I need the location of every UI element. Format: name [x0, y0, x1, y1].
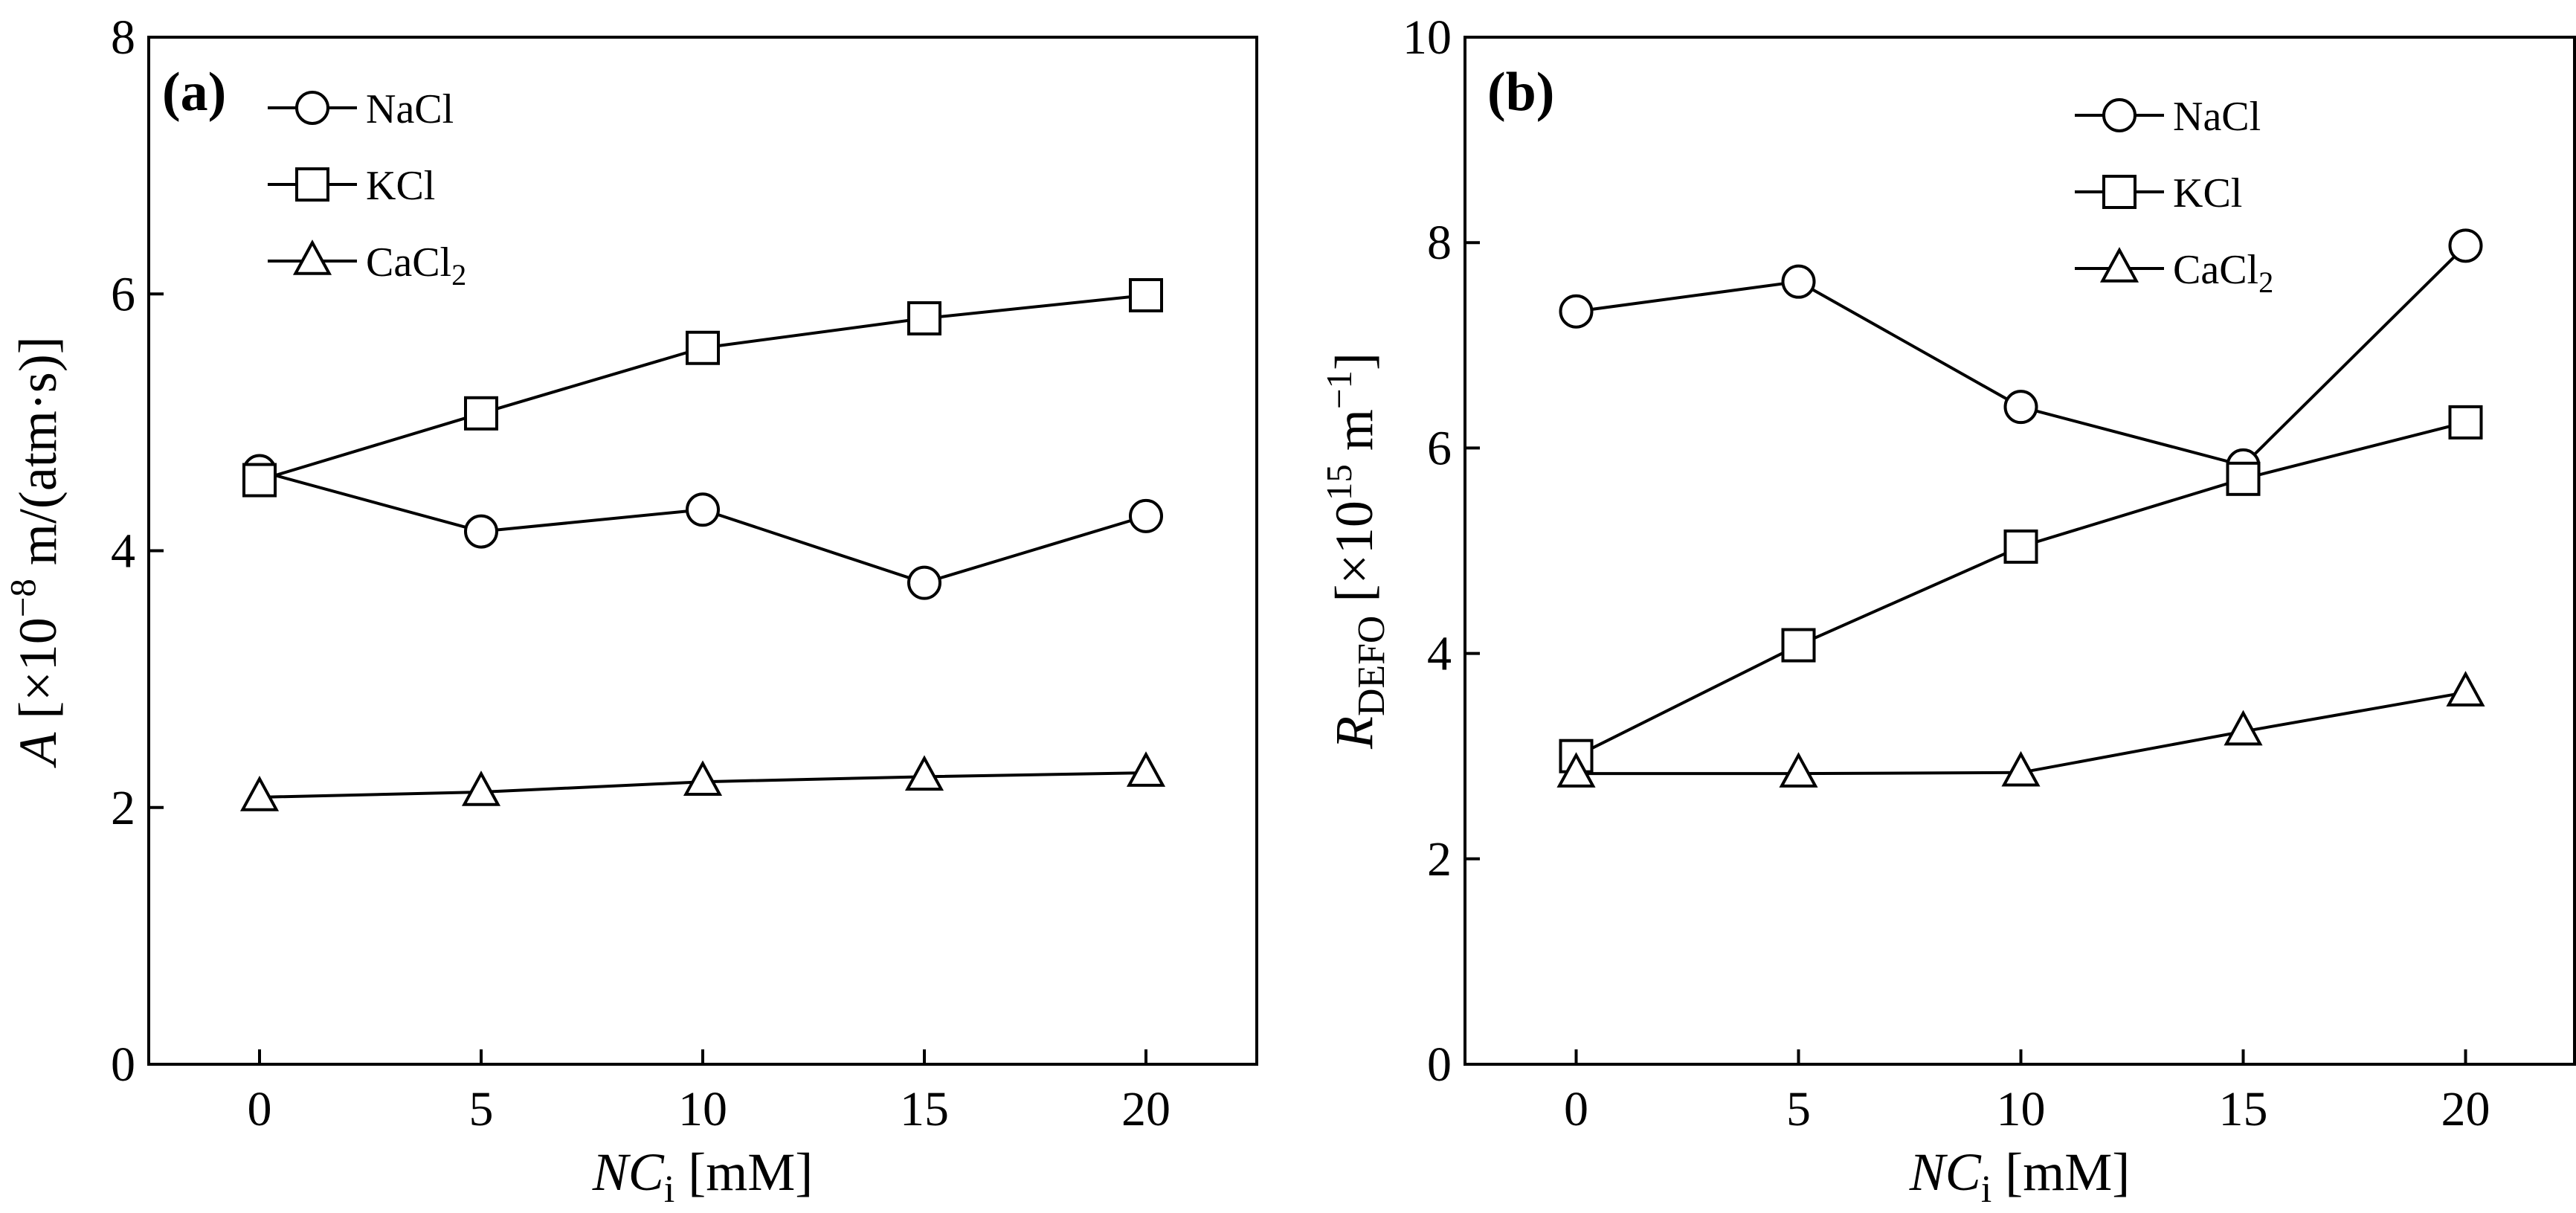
x-tick-label: 15 [2219, 1082, 2268, 1136]
data-point-square [2226, 461, 2261, 496]
x-tick-label: 15 [900, 1082, 949, 1136]
y-tick-label: 8 [1427, 216, 1452, 270]
data-point-square [686, 330, 720, 365]
x-tick-label: 20 [2441, 1082, 2490, 1136]
data-point-square [2003, 529, 2038, 564]
data-point-square [2448, 405, 2483, 440]
data-point-triangle [1126, 751, 1166, 787]
data-point-square [242, 463, 277, 498]
series-nacl [1559, 228, 2483, 483]
x-tick-label: 0 [1564, 1082, 1588, 1136]
legend-label: NaCl [366, 86, 454, 132]
data-point-circle [686, 492, 720, 527]
data-point-triangle [2001, 750, 2041, 787]
panel-label: (a) [162, 62, 226, 123]
data-point-circle [1559, 294, 1594, 329]
data-point-circle [2448, 228, 2483, 263]
y-tick-label: 4 [1427, 627, 1452, 681]
legend-marker-square [2102, 175, 2137, 209]
panel-b-chart: 0 2 4 6 8 10 0 5 10 15 20 NCi [mM] RDEFO [×1015 m−1]… [1318, 10, 2576, 1211]
legend: NaCl KCl CaCl2 [2075, 94, 2273, 299]
x-tick-label: 5 [1786, 1082, 1811, 1136]
legend-marker-circle [295, 91, 329, 125]
x-tick-label: 0 [248, 1082, 272, 1136]
series-nacl [242, 454, 1163, 600]
legend-marker-square [295, 167, 329, 202]
data-point-triangle [2224, 710, 2263, 746]
x-tick-label: 10 [678, 1082, 727, 1136]
y-tick-label: 2 [111, 781, 135, 835]
legend: NaCl KCl CaCl2 [268, 86, 466, 292]
y-tick-label: 6 [111, 267, 135, 321]
legend-label: NaCl [2173, 94, 2261, 140]
y-axis-label: RDEFO [×1015 m−1] [1318, 353, 1393, 750]
series-cacl2 [1556, 671, 2485, 788]
series-kcl [1559, 405, 2483, 773]
y-tick-label: 4 [111, 524, 135, 579]
data-point-circle [2003, 390, 2038, 425]
x-axis-label: NCi [mM] [592, 1142, 813, 1211]
y-tick-label: 10 [1403, 10, 1452, 65]
panel-a-chart: 0 2 4 6 8 0 5 10 15 20 NCi [mM] A [×10−8 m/(atm·s)]… [2, 10, 1258, 1211]
series-kcl [242, 277, 1163, 498]
data-point-triangle [1556, 752, 1596, 788]
y-tick-label: 2 [1427, 832, 1452, 887]
data-point-triangle [461, 770, 501, 806]
series-cacl2 [239, 751, 1166, 811]
data-point-triangle [904, 755, 944, 791]
y-tick-label: 0 [1427, 1037, 1452, 1092]
data-point-triangle [1779, 752, 1818, 788]
data-point-square [1129, 277, 1163, 312]
series-line [259, 469, 1147, 585]
series-line [259, 293, 1147, 482]
legend-marker-triangle [292, 239, 332, 275]
data-point-triangle [239, 776, 280, 811]
legend-label: CaCl2 [2173, 247, 2273, 299]
legend-marker-triangle [2099, 247, 2139, 283]
data-point-circle [1781, 264, 1816, 299]
y-tick-label: 6 [1427, 421, 1452, 475]
data-point-circle [907, 565, 941, 600]
legend-marker-circle [2102, 98, 2137, 132]
data-point-triangle [683, 760, 723, 796]
data-point-square [907, 301, 941, 336]
data-point-square [1781, 628, 1816, 663]
y-tick-label: 0 [111, 1037, 135, 1092]
legend-label: KCl [2173, 170, 2242, 216]
legend-label: KCl [366, 163, 435, 209]
series-line [1575, 420, 2466, 758]
data-point-circle [464, 514, 498, 549]
y-axis-label: A [×10−8 m/(atm·s)] [2, 336, 68, 768]
x-axis-label: NCi [mM] [1909, 1142, 2130, 1211]
x-tick-label: 5 [469, 1082, 494, 1136]
series-line [1576, 244, 2467, 468]
legend-label: CaCl2 [366, 239, 466, 292]
data-point-triangle [2446, 671, 2485, 707]
panel-label: (b) [1487, 62, 1554, 123]
x-tick-label: 10 [1997, 1082, 2046, 1136]
data-point-square [464, 396, 498, 431]
x-tick-label: 20 [1121, 1082, 1171, 1136]
data-point-circle [1129, 498, 1163, 533]
y-tick-label: 8 [111, 10, 135, 65]
